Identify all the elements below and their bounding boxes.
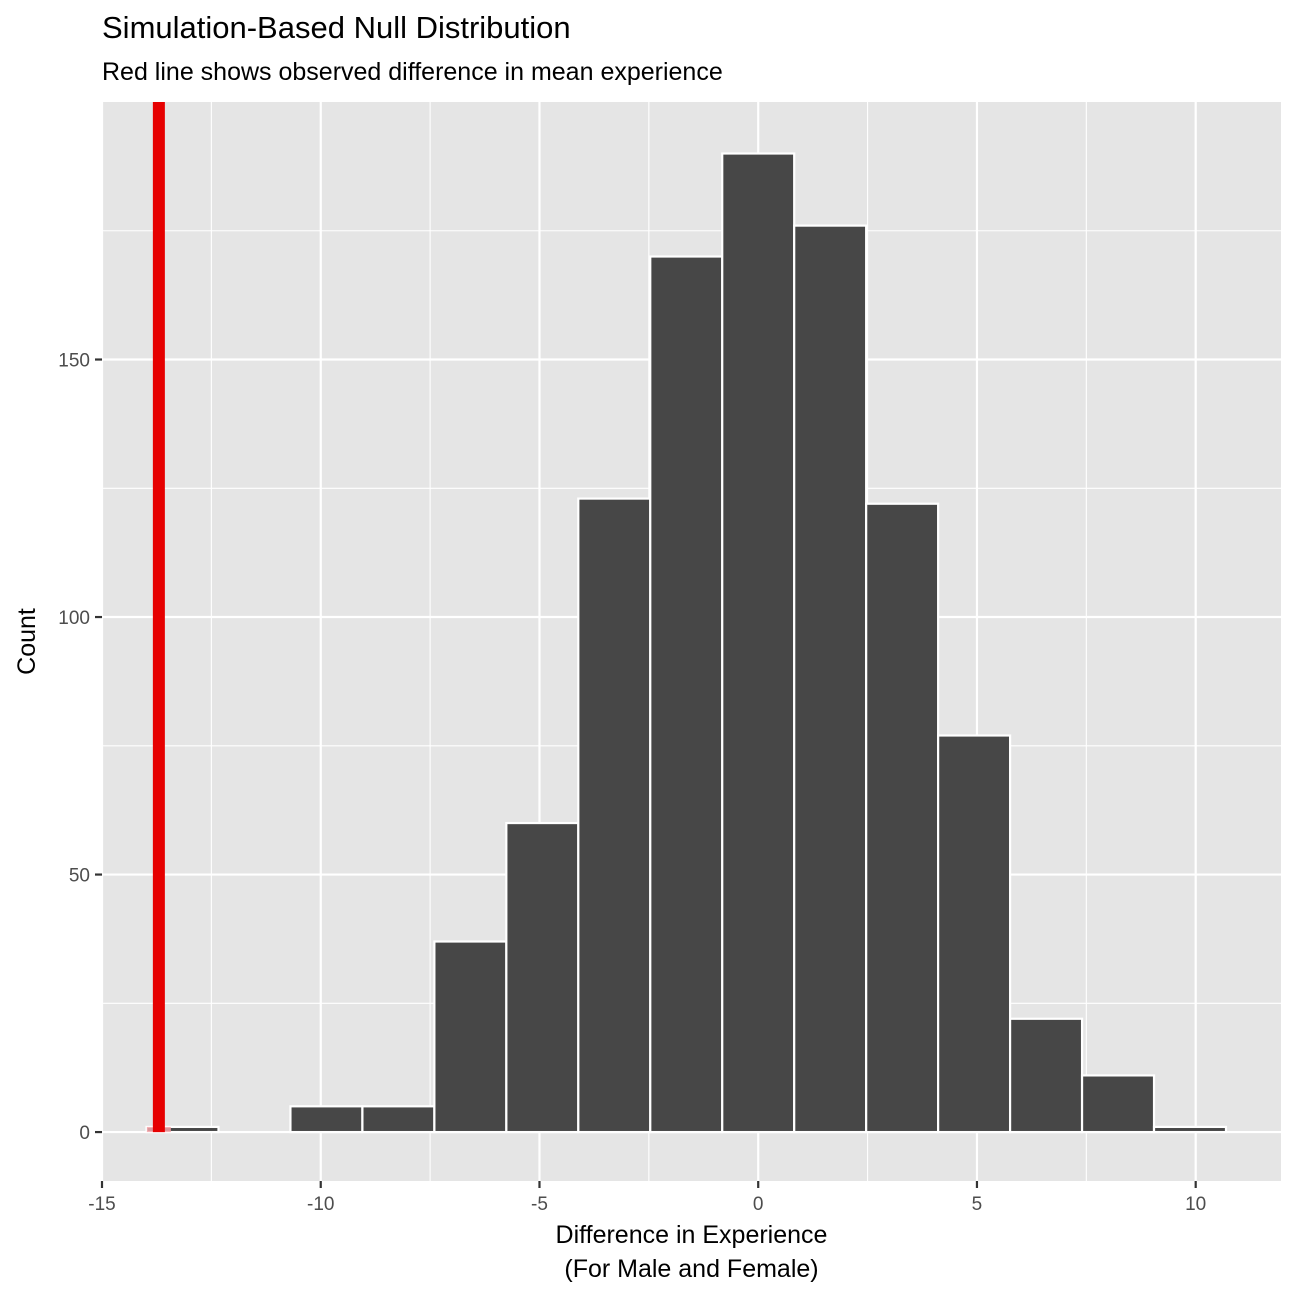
histogram-bar xyxy=(577,497,652,1134)
x-tick-label: 5 xyxy=(972,1194,983,1215)
histogram-bar xyxy=(1008,1017,1084,1134)
x-tick-label: 10 xyxy=(1185,1194,1206,1215)
y-tick-label: 50 xyxy=(69,866,90,887)
x-axis: -15 -10 -5 0 5 10 xyxy=(88,1181,1206,1215)
chart-subtitle: Red line shows observed difference in me… xyxy=(102,58,723,86)
histogram-bar xyxy=(1152,1125,1228,1134)
y-tick-label: 100 xyxy=(58,608,90,629)
histogram-bar xyxy=(865,502,940,1134)
x-tick-label: -10 xyxy=(307,1194,334,1215)
histogram-bar xyxy=(289,1105,364,1134)
x-tick-label: -15 xyxy=(88,1194,115,1215)
histogram-bar xyxy=(361,1105,436,1134)
y-axis-title: Count xyxy=(13,608,41,675)
histogram-bar xyxy=(721,152,796,1134)
histogram-bar xyxy=(649,255,724,1134)
histogram-bar xyxy=(145,1125,220,1134)
y-tick-label: 0 xyxy=(79,1123,90,1144)
histogram-bar xyxy=(1080,1074,1156,1134)
y-axis: 0 50 100 150 xyxy=(58,351,102,1144)
histogram-bars xyxy=(145,152,1228,1134)
histogram-bar xyxy=(505,821,580,1134)
histogram-bar xyxy=(793,224,868,1134)
x-tick-label: 0 xyxy=(753,1194,764,1215)
histogram-bar xyxy=(937,734,1012,1134)
x-axis-title-line1: Difference in Experience xyxy=(556,1221,828,1249)
chart-title: Simulation-Based Null Distribution xyxy=(102,10,571,45)
y-tick-label: 150 xyxy=(58,351,90,372)
x-tick-label: -5 xyxy=(531,1194,548,1215)
observed-line-group xyxy=(146,102,171,1133)
x-axis-title-line2: (For Male and Female) xyxy=(564,1255,818,1283)
histogram-bar xyxy=(433,940,508,1134)
